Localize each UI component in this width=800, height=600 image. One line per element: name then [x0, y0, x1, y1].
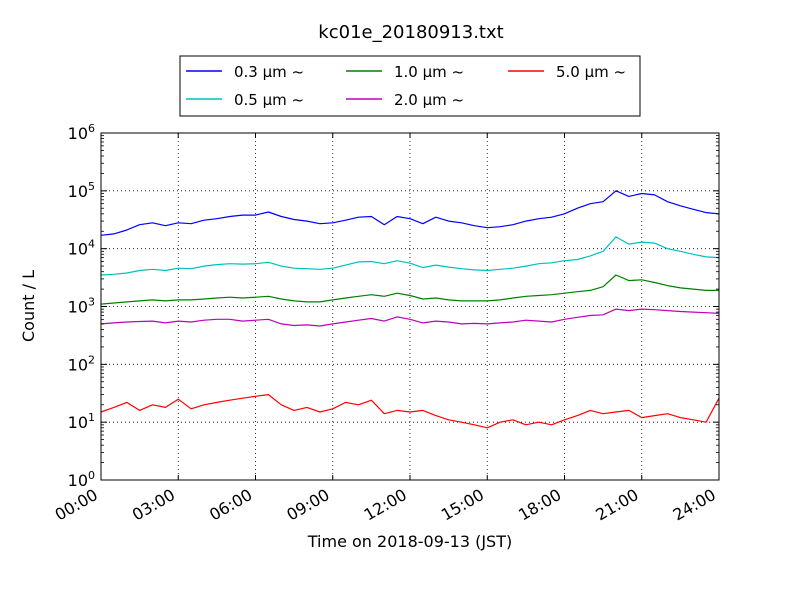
- y-tick-label: 105: [68, 180, 95, 201]
- y-tick-label: 106: [68, 122, 95, 143]
- y-tick-label: 101: [68, 411, 95, 432]
- x-tick-label: 21:00: [592, 485, 641, 525]
- legend-label: 5.0 μm ~: [556, 63, 626, 81]
- x-tick-label: 15:00: [438, 485, 487, 525]
- legend-label: 0.5 μm ~: [234, 91, 304, 109]
- legend-label: 1.0 μm ~: [394, 63, 464, 81]
- series-line: [100, 308, 720, 327]
- y-axis-label: Count / L: [19, 270, 38, 342]
- x-tick-label: 03:00: [129, 485, 178, 525]
- legend: 0.3 μm ~ 0.5 μm ~ 1.0 μm ~ 2.0 μm ~ 5.0 μm ~: [179, 55, 641, 117]
- series-lines: [100, 190, 720, 429]
- x-tick-label: 00:00: [52, 485, 101, 525]
- grid-lines: [101, 133, 719, 480]
- y-tick-label: 104: [68, 238, 95, 259]
- legend-box: [179, 55, 641, 117]
- axis-ticks: 00:00 03:00 06:00 09:00 12:00 15:00 18:00 21:00…: [52, 122, 720, 525]
- legend-label: 0.3 μm ~: [234, 63, 304, 81]
- x-tick-label: 12:00: [361, 485, 410, 525]
- y-tick-label: 100: [68, 469, 95, 490]
- y-tick-label: 103: [68, 296, 95, 317]
- x-tick-label: 06:00: [206, 485, 255, 525]
- x-tick-label: 09:00: [283, 485, 332, 525]
- series-line: [100, 190, 720, 236]
- series-line: [100, 274, 719, 305]
- y-tick-label: 102: [68, 353, 95, 374]
- x-tick-label: 24:00: [670, 485, 719, 525]
- series-line: [100, 236, 720, 276]
- x-tick-label: 18:00: [515, 485, 564, 525]
- legend-label: 2.0 μm ~: [394, 91, 464, 109]
- x-axis-label: Time on 2018-09-13 (JST): [307, 532, 512, 551]
- chart-title: kc01e_20180913.txt: [318, 22, 503, 43]
- series-line: [100, 394, 720, 429]
